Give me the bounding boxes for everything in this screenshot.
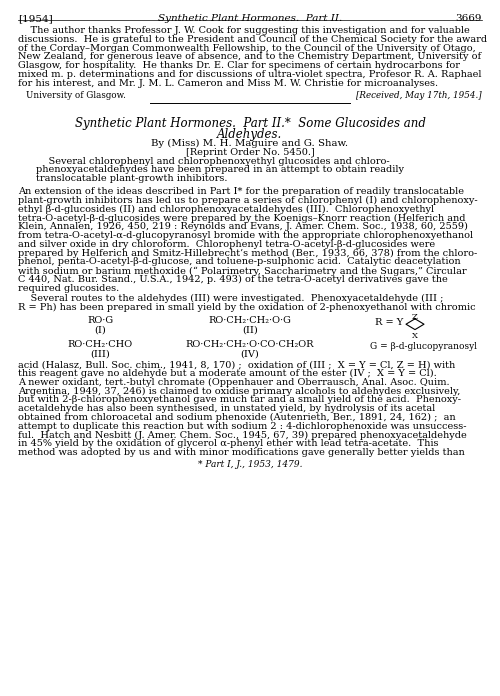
- Text: Aldehydes.: Aldehydes.: [218, 127, 282, 141]
- Text: * Part I, J., 1953, 1479.: * Part I, J., 1953, 1479.: [198, 460, 302, 469]
- Text: ethyl β-d-glucosides (II) and chlorophenoxyacetaldehydes (III).  Chlorophenoxyet: ethyl β-d-glucosides (II) and chlorophen…: [18, 205, 434, 214]
- Text: in 45% yield by the oxidation of glycerol α-phenyl ether with lead tetra-acetate: in 45% yield by the oxidation of glycero…: [18, 439, 438, 448]
- Text: RO·CH₂·CH₂·O·G: RO·CH₂·CH₂·O·G: [208, 316, 292, 325]
- Text: R = Y: R = Y: [375, 318, 403, 327]
- Text: acid (Halasz, Bull. Soc. chim., 1941, 8, 170) ;  oxidation of (III ;  X = Y = Cl: acid (Halasz, Bull. Soc. chim., 1941, 8,…: [18, 361, 455, 369]
- Text: Argentina, 1949, 37, 246) is claimed to oxidise primary alcohols to aldehydes ex: Argentina, 1949, 37, 246) is claimed to …: [18, 386, 460, 396]
- Text: R = Ph) has been prepared in small yield by the oxidation of 2-phenoxyethanol wi: R = Ph) has been prepared in small yield…: [18, 302, 475, 312]
- Text: required glucosides.: required glucosides.: [18, 284, 120, 293]
- Text: phenol, penta-O-acetyl-β-d-glucose, and toluene-p-sulphonic acid.  Catalytic dea: phenol, penta-O-acetyl-β-d-glucose, and …: [18, 258, 460, 267]
- Text: University of Glasgow.: University of Glasgow.: [26, 90, 126, 100]
- Text: RO·CH₂·CHO: RO·CH₂·CHO: [68, 340, 132, 349]
- Text: Several routes to the aldehydes (III) were investigated.  Phenoxyacetaldehyde (I: Several routes to the aldehydes (III) we…: [18, 294, 444, 303]
- Text: Z: Z: [412, 313, 418, 321]
- Text: discussions.  He is grateful to the President and Council of the Chemical Societ: discussions. He is grateful to the Presi…: [18, 35, 487, 44]
- Text: X: X: [412, 332, 418, 340]
- Text: By (Miss) M. H. Maguire and G. Shaw.: By (Miss) M. H. Maguire and G. Shaw.: [152, 139, 348, 148]
- Text: An extension of the ideas described in Part I* for the preparation of readily tr: An extension of the ideas described in P…: [18, 187, 464, 196]
- Text: (I): (I): [94, 325, 106, 334]
- Text: and silver oxide in dry chloroform.  Chlorophenyl tetra-O-acetyl-β-d-glucosides : and silver oxide in dry chloroform. Chlo…: [18, 240, 435, 248]
- Text: Several chlorophenyl and chlorophenoxyethyl glucosides and chloro-: Several chlorophenyl and chlorophenoxyet…: [36, 157, 390, 166]
- Text: 3669: 3669: [456, 14, 482, 23]
- Text: Klein, Annalen, 1926, 450, 219 : Reynolds and Evans, J. Amer. Chem. Soc., 1938, : Klein, Annalen, 1926, 450, 219 : Reynold…: [18, 222, 468, 231]
- Text: ful.  Hatch and Nesbitt (J. Amer. Chem. Soc., 1945, 67, 39) prepared phenoxyacet: ful. Hatch and Nesbitt (J. Amer. Chem. S…: [18, 431, 467, 440]
- Text: but with 2-β-chlorophenoxyethanol gave much tar and a small yield of the acid.  : but with 2-β-chlorophenoxyethanol gave m…: [18, 395, 461, 404]
- Text: phenoxyacetaldehydes have been prepared in an attempt to obtain readily: phenoxyacetaldehydes have been prepared …: [36, 166, 404, 175]
- Text: Synthetic Plant Hormones.  Part II.*  Some Glucosides and: Synthetic Plant Hormones. Part II.* Some…: [74, 117, 426, 129]
- Text: RO·CH₂·CH₂·O·CO·CH₂OR: RO·CH₂·CH₂·O·CO·CH₂OR: [186, 340, 314, 349]
- Text: prepared by Helferich and Smitz-Hillebrecht’s method (Ber., 1933, 66, 378) from : prepared by Helferich and Smitz-Hillebre…: [18, 248, 477, 258]
- Text: this reagent gave no aldehyde but a moderate amount of the ester (IV ;  X = Y = : this reagent gave no aldehyde but a mode…: [18, 369, 437, 378]
- Text: [Reprint Order No. 5450.]: [Reprint Order No. 5450.]: [186, 148, 314, 157]
- Text: acetaldehyde has also been synthesised, in unstated yield, by hydrolysis of its : acetaldehyde has also been synthesised, …: [18, 404, 435, 413]
- Text: The author thanks Professor J. W. Cook for suggesting this investigation and for: The author thanks Professor J. W. Cook f…: [18, 26, 470, 35]
- Text: method was adopted by us and with minor modifications gave generally better yiel: method was adopted by us and with minor …: [18, 448, 465, 457]
- Text: G = β-d-glucopyranosyl: G = β-d-glucopyranosyl: [370, 342, 477, 351]
- Text: (IV): (IV): [240, 349, 260, 358]
- Text: [1954]: [1954]: [18, 14, 53, 23]
- Text: for his interest, and Mr. J. M. L. Cameron and Miss M. W. Christie for microanal: for his interest, and Mr. J. M. L. Camer…: [18, 79, 438, 88]
- Text: (II): (II): [242, 325, 258, 334]
- Text: tetra-O-acetyl-β-d-glucosides were prepared by the Koenigs–Knorr reaction (Helfe: tetra-O-acetyl-β-d-glucosides were prepa…: [18, 214, 466, 223]
- Text: Glasgow, for hospitality.  He thanks Dr. E. Clar for specimens of certain hydroc: Glasgow, for hospitality. He thanks Dr. …: [18, 61, 460, 70]
- Text: of the Corday–Morgan Commonwealth Fellowship, to the Council of the University o: of the Corday–Morgan Commonwealth Fellow…: [18, 44, 476, 53]
- Text: Synthetic Plant Hormones.  Part II.: Synthetic Plant Hormones. Part II.: [158, 14, 342, 23]
- Text: New Zealand, for generous leave of absence, and to the Chemistry Department, Uni: New Zealand, for generous leave of absen…: [18, 52, 481, 61]
- Text: plant-growth inhibitors has led us to prepare a series of chlorophenyl (I) and c: plant-growth inhibitors has led us to pr…: [18, 196, 477, 205]
- Text: mixed m. p. determinations and for discussions of ultra-violet spectra, Profesor: mixed m. p. determinations and for discu…: [18, 70, 481, 79]
- Text: [Received, May 17th, 1954.]: [Received, May 17th, 1954.]: [356, 90, 482, 100]
- Text: A newer oxidant, tert.-butyl chromate (Oppenhauer and Oberrausch, Anal. Asoc. Qu: A newer oxidant, tert.-butyl chromate (O…: [18, 378, 450, 387]
- Text: (III): (III): [90, 349, 110, 358]
- Text: translocatable plant-growth inhibitors.: translocatable plant-growth inhibitors.: [36, 174, 228, 183]
- Text: with sodium or barium methoxide (“ Polarimetry, Saccharimetry and the Sugars,” C: with sodium or barium methoxide (“ Polar…: [18, 266, 466, 276]
- Text: from tetra-O-acetyl-α-d-glucopyranosyl bromide with the appropriate chlorophenox: from tetra-O-acetyl-α-d-glucopyranosyl b…: [18, 231, 473, 240]
- Text: attempt to duplicate this reaction but with sodium 2 : 4-dichlorophenoxide was u: attempt to duplicate this reaction but w…: [18, 422, 466, 431]
- Text: obtained from chloroacetal and sodium phenoxide (Autenrieth, Ber., 1891, 24, 162: obtained from chloroacetal and sodium ph…: [18, 413, 456, 422]
- Text: RO·G: RO·G: [87, 316, 113, 325]
- Text: C 440, Nat. Bur. Stand., U.S.A., 1942, p. 493) of the tetra-O-acetyl derivatives: C 440, Nat. Bur. Stand., U.S.A., 1942, p…: [18, 275, 448, 284]
